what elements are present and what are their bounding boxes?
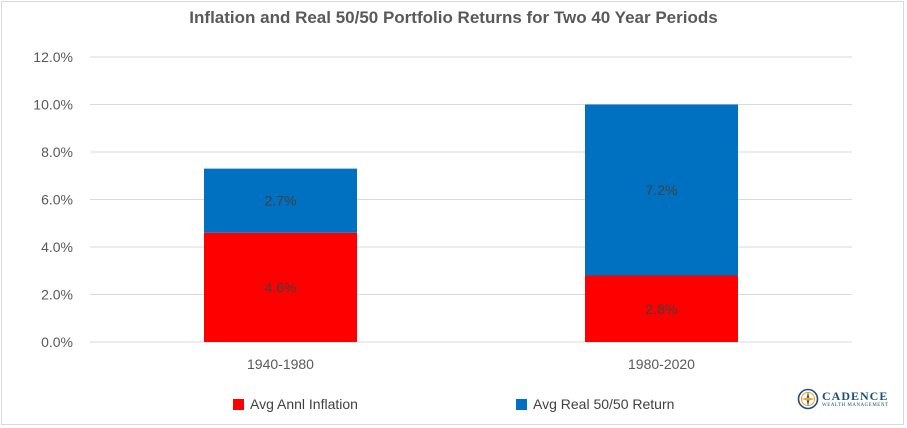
chart-title: Inflation and Real 50/50 Portfolio Retur… [189,8,718,27]
cadence-logo: CADENCE WEALTH MANAGEMENT [797,385,897,413]
y-tick-label: 2.0% [41,287,73,303]
bar-segment [585,275,738,342]
legend-label-inflation: Avg Annl Inflation [250,396,358,412]
legend-label-real-return: Avg Real 50/50 Return [533,396,675,412]
compass-icon [797,388,819,410]
y-tick-label: 4.0% [41,239,73,255]
bar-data-label: 2.7% [265,193,297,209]
y-tick-label: 8.0% [41,144,73,160]
logo-text: CADENCE WEALTH MANAGEMENT [822,390,889,408]
x-axis-ticks: 1940-1980 1980-2020 [247,356,695,372]
legend-swatch-real-return [516,398,527,410]
logo-name: CADENCE [822,389,889,403]
bar-data-label: 4.6% [265,279,297,295]
bars [204,104,738,342]
y-tick-label: 6.0% [41,192,73,208]
bar-segment [204,168,357,233]
x-tick-label: 1940-1980 [247,356,314,372]
x-tick-label: 1980-2020 [628,356,695,372]
bar-segment [585,104,738,276]
logo-tagline: WEALTH MANAGEMENT [822,403,889,408]
legend: Avg Annl Inflation Avg Real 50/50 Return [0,396,907,416]
y-tick-label: 12.0% [33,49,73,65]
bar-segment [204,232,357,342]
data-labels: 4.6% 2.7% 2.8% 7.2% [265,182,678,317]
y-tick-label: 0.0% [41,334,73,350]
bar-data-label: 2.8% [646,301,678,317]
y-axis-ticks: 0.0% 2.0% 4.0% 6.0% 8.0% 10.0% 12.0% [33,49,73,350]
legend-item-real-return: Avg Real 50/50 Return [516,396,674,412]
bar-data-label: 7.2% [646,182,678,198]
legend-item-inflation: Avg Annl Inflation [233,396,358,412]
legend-swatch-inflation [233,398,244,410]
y-tick-label: 10.0% [33,97,73,113]
